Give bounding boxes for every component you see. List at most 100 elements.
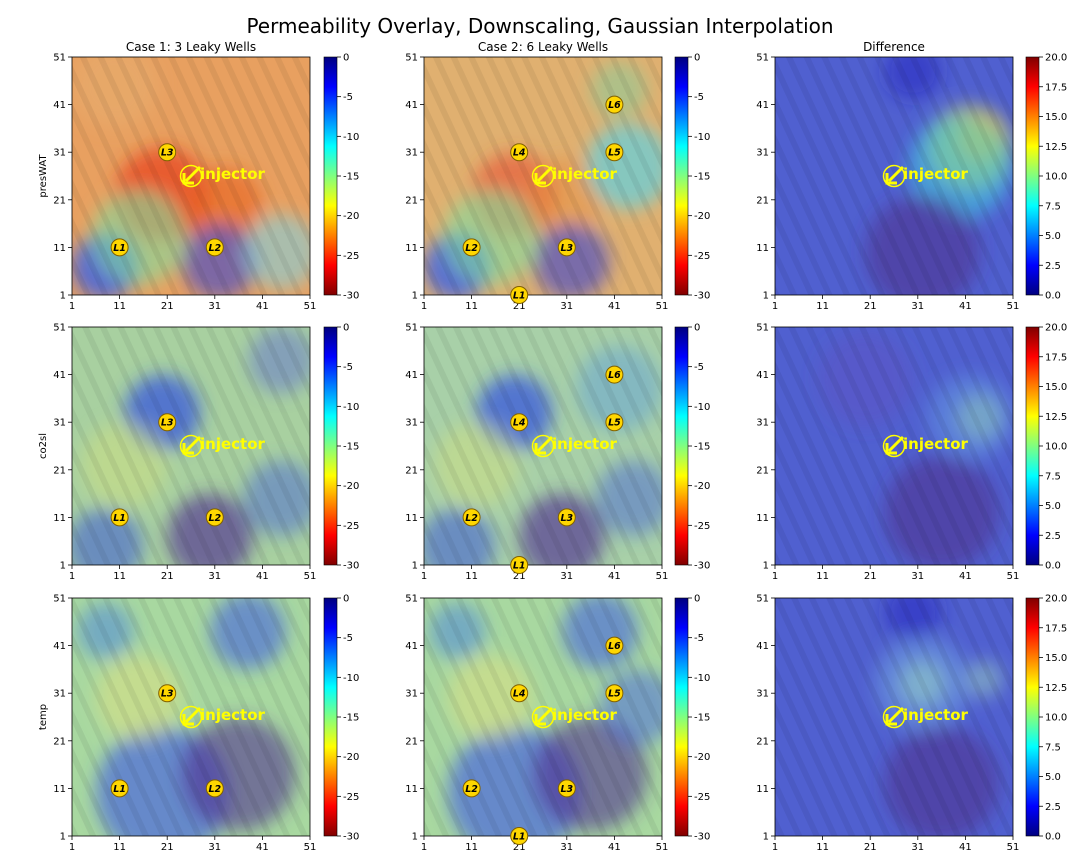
injector-arrowhead [534, 173, 546, 185]
y-tick-label: 41 [53, 100, 66, 111]
x-tick-label: 41 [256, 571, 269, 582]
well-L1: L1 [110, 779, 129, 798]
x-tick-label: 21 [161, 571, 174, 582]
y-tick-label: 1 [60, 561, 66, 572]
well-L2: L2 [205, 779, 224, 798]
colorbar-tick-label: -25 [694, 521, 710, 532]
well-marker [205, 779, 224, 798]
well-marker [158, 684, 177, 703]
well-L1: L1 [110, 508, 129, 527]
injector-arrowhead [885, 443, 897, 455]
well-label: L2 [208, 513, 221, 524]
colorbar-tick-label: -25 [343, 521, 359, 532]
well-L3: L3 [158, 684, 177, 703]
injector-label: injector [552, 435, 618, 453]
well-marker [510, 143, 529, 162]
colorbar-tick-label: 0.0 [1045, 832, 1061, 843]
colorbar-tick-label: 0 [343, 53, 349, 64]
well-L3: L3 [557, 779, 576, 798]
colorbar-case: 0 -5 -10 -15 -20 -25 -30 [323, 594, 359, 843]
colorbar-tick-label: -10 [343, 673, 359, 684]
injector-marker: injector [882, 164, 969, 188]
x-tick-label: 1 [772, 571, 778, 582]
injector-arrow-icon [887, 165, 905, 183]
colorbar-tick-label: -20 [343, 752, 359, 763]
x-tick-label: 51 [656, 571, 669, 582]
colorbar-case: 0 -5 -10 -15 -20 -25 -30 [674, 53, 710, 302]
injector-label: injector [552, 165, 618, 183]
x-tick-label: 41 [608, 842, 621, 853]
well-L3: L3 [557, 508, 576, 527]
colorbar-tick-label: 7.5 [1045, 742, 1061, 753]
y-tick-label: 1 [412, 832, 418, 843]
well-L1: L1 [510, 827, 529, 845]
x-tick-label: 31 [560, 842, 573, 853]
colorbar-tick-label: 7.5 [1045, 201, 1061, 212]
colorbar-tick-label: -10 [343, 132, 359, 143]
well-L6: L6 [605, 365, 624, 384]
colorbar-tick-label: 12.5 [1045, 142, 1067, 153]
colorbar-tick-label: 5.0 [1045, 501, 1061, 512]
colorbar-tick-label: -20 [694, 211, 710, 222]
x-tick-label: 21 [864, 301, 877, 312]
y-tick-label: 31 [405, 418, 418, 429]
well-marker [205, 508, 224, 527]
well-L4: L4 [510, 684, 529, 703]
x-tick-label: 11 [465, 842, 478, 853]
x-tick-label: 31 [208, 842, 221, 853]
well-marker [158, 143, 177, 162]
column-title: Difference [863, 40, 925, 54]
colorbar-tick-label: -20 [694, 752, 710, 763]
x-tick-label: 51 [1007, 301, 1020, 312]
well-marker [158, 413, 177, 432]
injector-ring [882, 164, 906, 188]
well-label: L4 [513, 148, 526, 159]
colorbar-tick-label: 0 [343, 594, 349, 605]
colorbar-tick-label: -20 [343, 481, 359, 492]
y-tick-label: 11 [405, 243, 418, 254]
x-tick-label: 31 [560, 301, 573, 312]
injector-marker: injector [179, 705, 266, 729]
axes-frame [71, 326, 311, 566]
well-label: L2 [208, 784, 221, 795]
colorbar-case: 0 -5 -10 -15 -20 -25 -30 [323, 53, 359, 302]
colorbar-gradient [323, 56, 338, 296]
y-tick-label: 11 [756, 513, 769, 524]
axes-frame [71, 56, 311, 296]
x-tick-label: 31 [911, 571, 924, 582]
y-tick-label: 11 [53, 513, 66, 524]
y-tick-label: 21 [405, 195, 418, 206]
colorbar-tick-label: -20 [694, 481, 710, 492]
x-tick-label: 41 [959, 301, 972, 312]
y-tick-label: 31 [756, 148, 769, 159]
colorbar-tick-label: 10.0 [1045, 713, 1067, 724]
colorbar-tick-label: -30 [343, 291, 359, 302]
y-tick-label: 41 [405, 370, 418, 381]
injector-arrow-icon [887, 706, 905, 724]
colorbar-tick-label: 15.0 [1045, 382, 1067, 393]
colorbar-tick-label: -5 [694, 362, 704, 373]
y-tick-label: 21 [405, 736, 418, 747]
well-label: L3 [560, 243, 573, 254]
colorbar-tick-label: 10.0 [1045, 172, 1067, 183]
well-marker [510, 556, 529, 574]
x-tick-label: 21 [513, 571, 526, 582]
colorbar-tick-label: -30 [343, 832, 359, 843]
x-tick-label: 11 [113, 301, 126, 312]
x-tick-label: 1 [421, 842, 427, 853]
y-tick-label: 51 [756, 53, 769, 64]
y-tick-label: 31 [405, 148, 418, 159]
well-marker [205, 238, 224, 257]
injector-arrowhead [182, 714, 194, 726]
colorbar-tick-label: -25 [343, 792, 359, 803]
y-tick-label: 51 [405, 323, 418, 334]
well-L5: L5 [605, 413, 624, 432]
colorbar-tick-label: -5 [694, 92, 704, 103]
colorbar-tick-label: 2.5 [1045, 802, 1061, 813]
well-L5: L5 [605, 143, 624, 162]
colorbar-tick-label: 20.0 [1045, 53, 1067, 64]
figure-title: Permeability Overlay, Downscaling, Gauss… [246, 14, 833, 38]
injector-marker: injector [179, 434, 266, 458]
